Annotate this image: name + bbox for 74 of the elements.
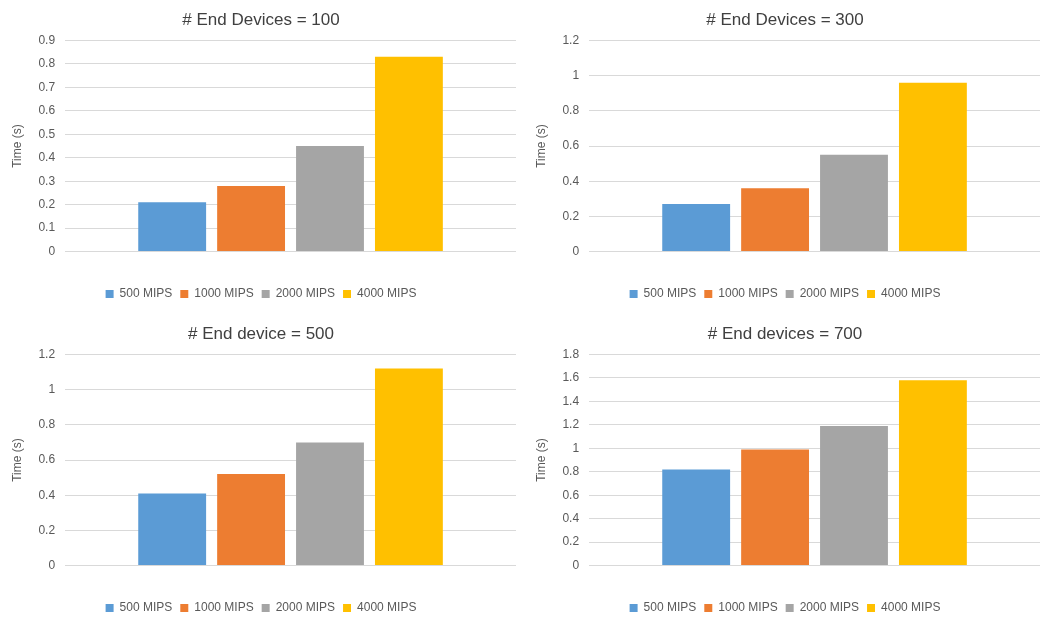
y-tick-label: 0.5 <box>38 126 56 141</box>
y-tick-label: 1.2 <box>562 32 580 47</box>
legend-label: 4000 MIPS <box>357 286 417 301</box>
legend-label: 4000 MIPS <box>357 600 417 615</box>
y-tick-label: 0.8 <box>562 464 580 479</box>
bar <box>741 449 810 566</box>
bar <box>217 185 286 252</box>
y-tick-label: 0.4 <box>38 487 56 502</box>
bar <box>217 474 286 566</box>
y-tick-label: 1.8 <box>562 346 580 361</box>
y-tick-label: 0.6 <box>562 487 580 502</box>
bar <box>138 493 207 566</box>
y-tick-label: 0 <box>572 243 580 258</box>
y-tick-label: 1 <box>572 440 580 455</box>
y-tick-label: 0.9 <box>38 32 56 47</box>
y-tick-label: 0.7 <box>38 79 56 94</box>
bar <box>374 368 443 566</box>
legend-label: 1000 MIPS <box>718 600 778 615</box>
y-tick-label: 1.4 <box>562 393 580 408</box>
bar <box>662 469 731 566</box>
y-tick-label: 1 <box>572 67 580 82</box>
y-axis-title: Time (s) <box>9 438 24 482</box>
legend-label: 1000 MIPS <box>194 286 254 301</box>
y-tick-label: 0.2 <box>562 208 580 223</box>
y-tick-label: 1.2 <box>38 346 56 361</box>
bar <box>374 56 443 252</box>
y-tick-label: 0.2 <box>562 534 580 549</box>
y-tick-label: 0 <box>48 557 56 572</box>
y-tick-label: 0.6 <box>38 452 56 467</box>
legend-label: 500 MIPS <box>119 600 173 615</box>
bar <box>662 204 731 252</box>
y-tick-label: 0 <box>572 557 580 572</box>
legend-label: 500 MIPS <box>643 286 697 301</box>
y-tick-label: 0.4 <box>562 173 580 188</box>
y-tick-label: 0.4 <box>38 150 56 165</box>
bar <box>296 442 364 566</box>
y-tick-label: 0.4 <box>562 510 580 525</box>
y-tick-label: 0.6 <box>562 138 580 153</box>
legend-label: 1000 MIPS <box>718 286 778 301</box>
legend-label: 500 MIPS <box>119 286 173 301</box>
y-tick-label: 0.2 <box>38 196 56 211</box>
y-tick-label: 0.2 <box>38 522 56 537</box>
bar <box>296 146 364 252</box>
legend-label: 2000 MIPS <box>799 600 860 615</box>
legend-label: 500 MIPS <box>643 600 697 615</box>
y-axis-title: Time (s) <box>533 124 548 168</box>
bar <box>741 188 810 252</box>
legend-label: 2000 MIPS <box>799 286 860 301</box>
y-tick-label: 0.8 <box>38 56 56 71</box>
legend-label: 2000 MIPS <box>275 286 336 301</box>
y-tick-label: 0.3 <box>38 173 56 188</box>
legend-label: 2000 MIPS <box>275 600 336 615</box>
legend-label: 4000 MIPS <box>881 600 941 615</box>
bar <box>820 154 888 252</box>
chart-title: # End Devices = 100 <box>182 9 340 29</box>
chart-title: # End device = 500 <box>187 323 335 343</box>
y-tick-label: 0.6 <box>38 103 56 118</box>
y-tick-label: 0.1 <box>38 220 56 235</box>
y-tick-label: 0.8 <box>38 417 56 432</box>
legend-label: 4000 MIPS <box>881 286 941 301</box>
legend-label: 1000 MIPS <box>194 600 254 615</box>
bar <box>898 380 967 566</box>
y-tick-label: 1 <box>48 381 56 396</box>
bar <box>820 425 888 566</box>
chart-title: # End devices = 700 <box>707 323 863 343</box>
y-axis-title: Time (s) <box>9 124 24 168</box>
y-axis-title: Time (s) <box>533 438 548 482</box>
chart-title: # End Devices = 300 <box>706 9 864 29</box>
y-tick-label: 1.2 <box>562 417 580 432</box>
bar <box>138 202 207 252</box>
y-tick-label: 0 <box>48 243 56 258</box>
y-tick-label: 0.8 <box>562 103 580 118</box>
y-tick-label: 1.6 <box>562 370 580 385</box>
bar <box>898 82 967 252</box>
